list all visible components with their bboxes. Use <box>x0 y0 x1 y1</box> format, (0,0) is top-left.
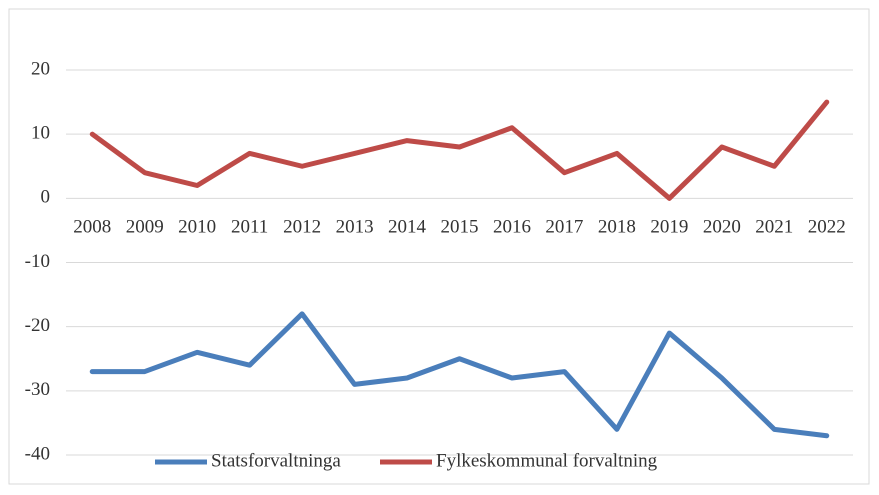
y-tick-label: -40 <box>25 443 50 464</box>
x-tick-label: 2019 <box>650 217 688 238</box>
y-tick-label: 10 <box>31 123 50 144</box>
x-tick-label: 2010 <box>178 217 216 238</box>
series-line <box>89 99 830 201</box>
legend-label: Statsforvaltninga <box>211 450 341 471</box>
x-tick-label: 2015 <box>441 217 479 238</box>
legend-label: Fylkeskommunal forvaltning <box>436 450 658 471</box>
x-tick-label: 2011 <box>231 217 268 238</box>
x-tick-label: 2022 <box>808 217 846 238</box>
x-tick-label: 2013 <box>336 217 374 238</box>
y-tick-label: 20 <box>31 58 50 79</box>
y-tick-label: -10 <box>25 251 50 272</box>
x-tick-label: 2017 <box>545 217 583 238</box>
series-line <box>89 311 830 439</box>
x-tick-label: 2021 <box>755 217 793 238</box>
y-tick-label: 0 <box>41 187 51 208</box>
y-tick-label: -30 <box>25 379 50 400</box>
chart-border <box>8 8 870 485</box>
x-tick-label: 2012 <box>283 217 321 238</box>
x-tick-label: 2018 <box>598 217 636 238</box>
x-tick-label: 2009 <box>126 217 164 238</box>
x-tick-label: 2016 <box>493 217 531 238</box>
x-tick-label: 2008 <box>73 217 111 238</box>
x-tick-label: 2020 <box>703 217 741 238</box>
y-tick-label: -20 <box>25 315 50 336</box>
x-tick-label: 2014 <box>388 217 427 238</box>
